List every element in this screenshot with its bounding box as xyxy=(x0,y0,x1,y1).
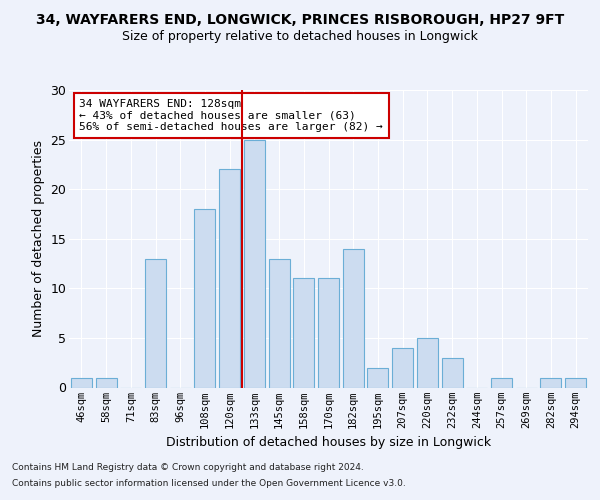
Bar xyxy=(541,378,562,388)
Text: Contains HM Land Registry data © Crown copyright and database right 2024.: Contains HM Land Registry data © Crown c… xyxy=(12,464,364,472)
Bar xyxy=(244,140,265,388)
Bar xyxy=(219,170,240,388)
Bar xyxy=(442,358,463,388)
Bar xyxy=(145,258,166,388)
Bar xyxy=(343,248,364,388)
Bar xyxy=(269,258,290,388)
Bar xyxy=(367,368,388,388)
Text: Contains public sector information licensed under the Open Government Licence v3: Contains public sector information licen… xyxy=(12,478,406,488)
Bar xyxy=(491,378,512,388)
Bar xyxy=(71,378,92,388)
Bar xyxy=(194,209,215,388)
Bar xyxy=(392,348,413,388)
Text: 34, WAYFARERS END, LONGWICK, PRINCES RISBOROUGH, HP27 9FT: 34, WAYFARERS END, LONGWICK, PRINCES RIS… xyxy=(36,12,564,26)
Bar xyxy=(293,278,314,388)
Y-axis label: Number of detached properties: Number of detached properties xyxy=(32,140,45,337)
Bar xyxy=(417,338,438,388)
Bar xyxy=(318,278,339,388)
Bar xyxy=(565,378,586,388)
X-axis label: Distribution of detached houses by size in Longwick: Distribution of detached houses by size … xyxy=(166,436,491,449)
Text: Size of property relative to detached houses in Longwick: Size of property relative to detached ho… xyxy=(122,30,478,43)
Bar xyxy=(95,378,116,388)
Text: 34 WAYFARERS END: 128sqm
← 43% of detached houses are smaller (63)
56% of semi-d: 34 WAYFARERS END: 128sqm ← 43% of detach… xyxy=(79,99,383,132)
